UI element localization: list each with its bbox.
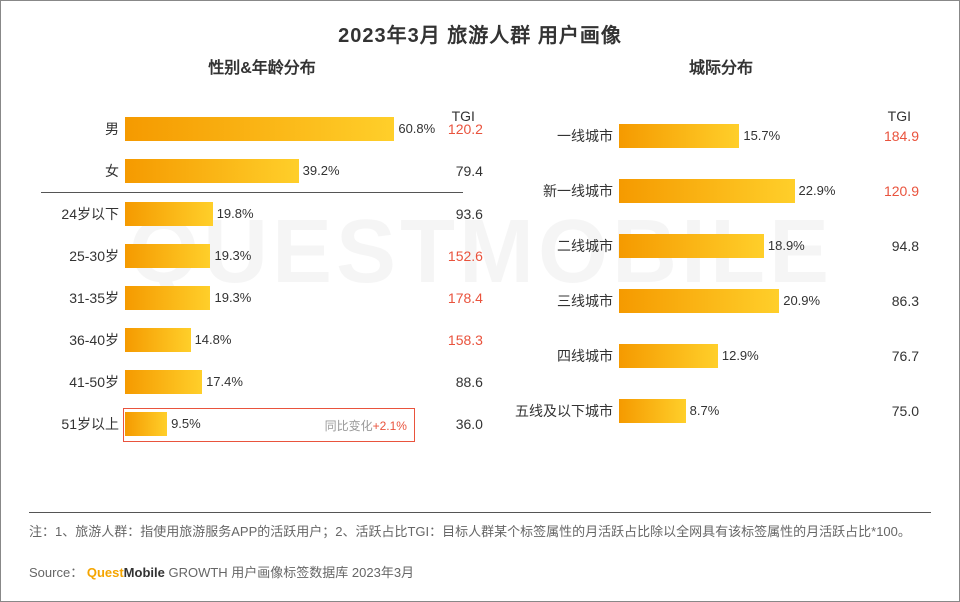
bar-zone: 18.9% [619,234,849,258]
source-suffix: GROWTH 用户画像标签数据库 2023年3月 [168,565,414,580]
row-label: 36-40岁 [31,330,125,350]
bar [125,286,210,310]
bar-value-label: 14.8% [191,328,232,352]
chart-row: 五线及以下城市 8.7% 75.0 [513,383,919,438]
bar [619,289,779,313]
bar-zone: 19.3% [125,286,413,310]
footnote: 注：1、旅游人群：指使用旅游服务APP的活跃用户；2、活跃占比TGI：目标人群某… [29,512,931,543]
bar-zone: 14.8% [125,328,413,352]
bar-value-label: 18.9% [764,234,805,258]
tgi-value: 178.4 [413,290,483,306]
tgi-value: 184.9 [849,128,919,144]
bar-zone: 20.9% [619,289,849,313]
chart-row: 四线城市 12.9% 76.7 [513,328,919,383]
chart-row: 男60.8%120.2 [31,108,483,150]
source-line: Source： QuestMobile GROWTH 用户画像标签数据库 202… [29,562,414,581]
bar-zone: 17.4% [125,370,413,394]
bar-value-label: 39.2% [299,159,340,183]
bar [125,244,210,268]
bar-zone: 15.7% [619,124,849,148]
tgi-value: 36.0 [413,416,483,432]
bar [125,159,299,183]
chart-row: 31-35岁 19.3% 178.4 [31,277,483,319]
main-title: 2023年3月 旅游人群 用户画像 [1,1,959,48]
bar-value-label: 8.7% [686,399,720,423]
bar [125,412,167,436]
chart-container: 2023年3月 旅游人群 用户画像 QUESTMOBILE 性别&年龄分布 TG… [0,0,960,602]
row-label: 四线城市 [513,346,619,366]
chart-row: 36-40岁 14.8% 158.3 [31,319,483,361]
row-label: 男 [31,119,125,139]
tgi-value: 86.3 [849,293,919,309]
tgi-value: 79.4 [413,163,483,179]
source-brand-quest: Quest [87,565,124,580]
source-brand-mobile: Mobile [124,565,165,580]
bar [619,344,718,368]
bar-value-label: 22.9% [795,179,836,203]
chart-row: 25-30岁 19.3% 152.6 [31,235,483,277]
left-chart-area: 男60.8%120.2 女 39.2% 79.4 24岁以下 19.8% 93.6 25-30… [21,108,503,445]
bar-value-label: 12.9% [718,344,759,368]
right-chart-area: 一线城市 15.7% 184.9 新一线城市 22.9% 120.9 二线城市 18.9% 94… [503,108,939,438]
chart-row: 女 39.2% 79.4 [31,150,483,192]
row-label: 24岁以下 [31,204,125,224]
tgi-value: 94.8 [849,238,919,254]
tgi-value: 88.6 [413,374,483,390]
bar-value-label: 9.5% [167,412,201,436]
tgi-value: 75.0 [849,403,919,419]
row-label: 31-35岁 [31,288,125,308]
bar [125,117,394,141]
row-label: 25-30岁 [31,246,125,266]
tgi-value: 76.7 [849,348,919,364]
bar-value-label: 17.4% [202,370,243,394]
row-label: 51岁以上 [31,414,125,434]
bar-zone: 39.2% [125,159,413,183]
yoy-label: 同比变化+2.1% [325,417,407,434]
row-label: 二线城市 [513,236,619,256]
bar-value-label: 19.8% [213,202,254,226]
panel-left-title: 性别&年龄分布 [21,54,503,78]
tgi-value: 158.3 [413,332,483,348]
bar-value-label: 60.8% [394,117,435,141]
chart-row: 一线城市 15.7% 184.9 [513,108,919,163]
source-prefix: Source： [29,565,83,580]
chart-row: 41-50岁 17.4% 88.6 [31,361,483,403]
bar-zone: 22.9% [619,179,849,203]
bar [619,399,686,423]
tgi-value: 152.6 [413,248,483,264]
chart-row: 51岁以上 9.5% 同比变化+2.1% 36.0 [31,403,483,445]
chart-row: 新一线城市 22.9% 120.9 [513,163,919,218]
bar-value-label: 20.9% [779,289,820,313]
bar [619,179,795,203]
bar-value-label: 15.7% [739,124,780,148]
bar-zone: 8.7% [619,399,849,423]
row-label: 三线城市 [513,291,619,311]
panel-gender-age: 性别&年龄分布 TGI 男60.8%120.2女39.2%79.424岁以下19… [21,48,503,445]
bar-zone: 60.8% [125,117,413,141]
bar-value-label: 19.3% [210,286,251,310]
bar [619,124,739,148]
row-label: 41-50岁 [31,372,125,392]
bar-value-label: 19.3% [210,244,251,268]
bar-zone: 19.3% [125,244,413,268]
bar-zone: 9.5% 同比变化+2.1% [125,412,413,436]
chart-row: 24岁以下 19.8% 93.6 [31,193,483,235]
bar [125,328,191,352]
panels: 性别&年龄分布 TGI 男60.8%120.2女39.2%79.424岁以下19… [1,48,959,445]
chart-row: 三线城市 20.9% 86.3 [513,273,919,328]
panel-city: 城际分布 TGI 一线城市15.7%184.9新一线城市22.9%120.9二线… [503,48,939,445]
bar [619,234,764,258]
bar-zone: 12.9% [619,344,849,368]
tgi-value: 93.6 [413,206,483,222]
row-label: 女 [31,161,125,181]
row-label: 新一线城市 [513,181,619,201]
tgi-value: 120.9 [849,183,919,199]
row-label: 五线及以下城市 [513,401,619,421]
bar [125,370,202,394]
row-label: 一线城市 [513,126,619,146]
chart-row: 二线城市 18.9% 94.8 [513,218,919,273]
bar [125,202,213,226]
panel-right-title: 城际分布 [503,54,939,78]
bar-zone: 19.8% [125,202,413,226]
